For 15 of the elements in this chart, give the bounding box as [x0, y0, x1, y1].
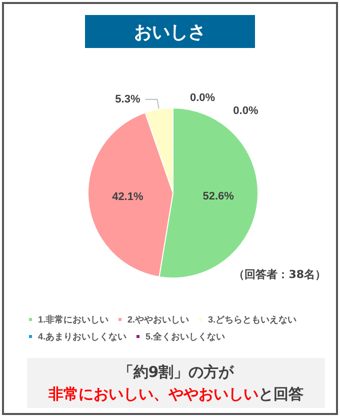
text: （回答者：38名）	[234, 267, 326, 282]
text: 非常においしい、ややおいしい	[48, 385, 258, 403]
legend-label: 2.ややおいしい	[128, 314, 190, 324]
legend-label: 1.非常においしい	[38, 314, 109, 324]
text: と回答	[258, 385, 304, 403]
legend-label: 3.どちらともいえない	[208, 314, 297, 324]
legend-label: 4.あまりおいしくない	[38, 332, 127, 342]
data-label: 5.3%	[115, 93, 140, 106]
data-label: 52.6%	[202, 190, 234, 203]
chart-title: おいしさ	[85, 15, 255, 48]
text: 0.0%	[233, 105, 258, 117]
text: 0.0%	[190, 92, 216, 104]
data-label: 42.1%	[112, 190, 144, 203]
text: 「約9割」の方が	[117, 362, 235, 383]
legend-label: 5.全くおいしくない	[146, 332, 226, 342]
